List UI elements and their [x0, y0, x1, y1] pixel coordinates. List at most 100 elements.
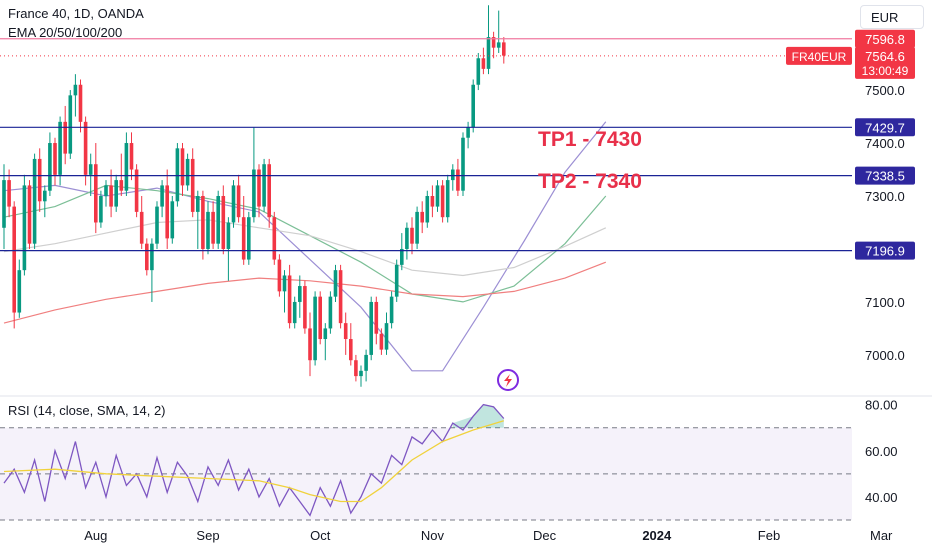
currency-selector-button[interactable]: EUR: [860, 5, 924, 29]
candle-body: [379, 333, 384, 350]
candle-body: [180, 148, 185, 186]
symbol-badge-label: FR40EUR: [792, 50, 847, 64]
annotation-tp1: TP1 - 7430: [538, 128, 642, 151]
candle-body: [53, 143, 57, 175]
price-badges: 7596.8 7429.7 7338.5 7196.9 FR40EUR 7564.613:…: [786, 29, 915, 260]
candle-body: [134, 169, 139, 212]
indicator-legend: EMA 20/50/100/200: [8, 25, 123, 40]
current-price-label: 7564.6: [865, 49, 905, 64]
lightning-icon[interactable]: [497, 369, 519, 391]
price-tick-label: 7400.0: [865, 136, 905, 151]
time-tick-label: Mar: [870, 528, 893, 543]
horizontal-levels[interactable]: [0, 38, 852, 252]
candle-body: [241, 217, 246, 260]
candle-body: [43, 190, 47, 202]
candlestick-series: [2, 5, 506, 387]
candle-body: [369, 301, 373, 355]
rsi-tick-label: 40.00: [865, 490, 898, 505]
current-price-badge: [855, 46, 915, 79]
candle-body: [359, 370, 363, 377]
rsi-tick-label: 80.00: [865, 398, 898, 413]
candle-body: [139, 211, 144, 244]
candle-body: [430, 196, 435, 207]
time-tick-label: Aug: [84, 528, 107, 543]
candle-body: [160, 185, 164, 207]
candle-body: [343, 323, 348, 340]
time-tick-label: Sep: [196, 528, 219, 543]
time-tick-label: Oct: [310, 528, 331, 543]
rsi-ma-line: [3, 420, 504, 503]
candle-body: [313, 296, 317, 361]
level-badge-label: 7196.9: [865, 244, 905, 259]
candle-body: [78, 84, 83, 122]
candle-body: [303, 286, 307, 329]
candle-body: [48, 143, 52, 191]
candle-body: [420, 211, 424, 223]
candle-body: [247, 217, 251, 260]
candle-body: [58, 121, 62, 175]
candle-body: [221, 196, 226, 249]
candle-body: [384, 323, 389, 350]
ema-line-3: [3, 219, 607, 277]
price-tick-label: 7500.0: [865, 83, 905, 98]
candle-body: [170, 201, 175, 239]
level-badge-label: 7596.8: [865, 32, 905, 47]
candle-body: [99, 196, 103, 223]
rsi-panel: [0, 403, 852, 521]
candle-body: [502, 42, 506, 56]
price-axis[interactable]: 7000.07100.07200.07300.07400.07500.040.0…: [865, 83, 905, 505]
price-tick-label: 7100.0: [865, 295, 905, 310]
annotation-tp2: TP2 - 7340: [538, 170, 642, 193]
candle-body: [461, 137, 465, 191]
candle-body: [109, 185, 113, 207]
candle-body: [150, 243, 154, 271]
candle-body: [190, 158, 195, 212]
candle-body: [94, 164, 98, 223]
candle-body: [308, 328, 312, 361]
level-badge: [855, 118, 915, 137]
candle-body: [349, 339, 353, 361]
candle-body: [389, 296, 394, 324]
candle-body: [292, 301, 297, 324]
candle-body: [496, 42, 501, 48]
rsi-line: [3, 403, 505, 517]
candle-body: [435, 185, 440, 207]
candle-body: [400, 248, 404, 265]
candle-body: [282, 275, 287, 292]
candle-body: [440, 185, 445, 218]
tp-annotations: TP1 - 7430 TP2 - 7340: [538, 128, 642, 193]
candle-body: [196, 196, 200, 212]
time-axis[interactable]: AugSepOctNovDec2024FebMarApr: [84, 528, 932, 543]
candle-body: [481, 58, 486, 69]
candle-body: [114, 180, 118, 207]
ema-line-4: [3, 261, 607, 324]
candle-body: [267, 164, 271, 218]
candle-body: [119, 180, 124, 191]
candle-body: [287, 275, 292, 324]
candle-body: [32, 158, 37, 244]
candle-body: [27, 185, 32, 244]
candle-body: [236, 185, 241, 218]
candle-body: [277, 259, 282, 292]
candle-body: [415, 211, 419, 244]
candle-body: [491, 37, 496, 48]
candle-body: [12, 206, 16, 313]
symbol-badge: [786, 46, 852, 65]
candle-body: [405, 227, 409, 249]
candle-body: [206, 211, 210, 249]
candle-body: [374, 301, 379, 334]
candle-body: [216, 196, 220, 244]
candle-body: [2, 180, 6, 228]
level-badge: [855, 166, 915, 185]
chart-title: France 40, 1D, OANDA: [8, 6, 144, 21]
candle-body: [73, 84, 78, 96]
price-tick-label: 7000.0: [865, 348, 905, 363]
candle-body: [17, 270, 22, 313]
candle-body: [354, 360, 358, 377]
candle-body: [486, 37, 491, 69]
candle-body: [22, 185, 27, 271]
candle-body: [165, 185, 169, 239]
candle-body: [145, 243, 149, 271]
candle-body: [262, 164, 266, 207]
